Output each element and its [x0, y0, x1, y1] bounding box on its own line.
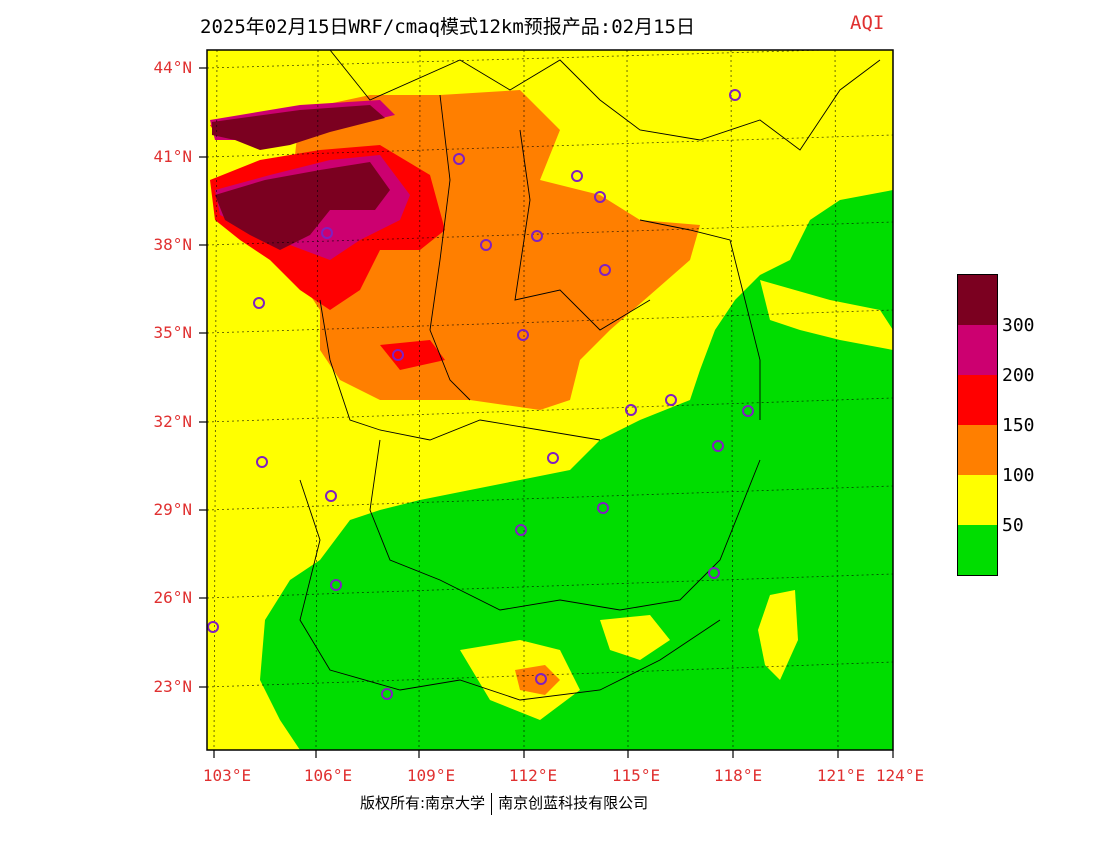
legend-swatch-unhealthy — [958, 375, 997, 425]
lat-label-29: 29°N — [153, 500, 192, 519]
legend-label-300: 300 — [1002, 315, 1035, 336]
lat-label-32: 32°N — [153, 412, 192, 431]
lon-label-124: 124°E — [875, 766, 925, 785]
lat-label-26: 26°N — [153, 588, 192, 607]
lat-label-23: 23°N — [153, 677, 192, 696]
lon-label-106: 106°E — [303, 766, 353, 785]
legend-swatch-good — [958, 525, 997, 575]
lat-label-44: 44°N — [153, 58, 192, 77]
legend-swatch-sensitive — [958, 425, 997, 475]
copyright: 版权所有:南京大学 南京创蓝科技有限公司 — [360, 792, 648, 815]
lat-label-38: 38°N — [153, 235, 192, 254]
legend-label-100: 100 — [1002, 465, 1035, 486]
station-markers — [207, 89, 754, 700]
lat-label-41: 41°N — [153, 147, 192, 166]
copyright-left: 版权所有:南京大学 — [360, 794, 486, 812]
copyright-separator — [491, 792, 493, 815]
lat-label-35: 35°N — [153, 323, 192, 342]
legend-label-150: 150 — [1002, 415, 1035, 436]
lon-label-112: 112°E — [508, 766, 558, 785]
legend-swatch-very-unhealthy — [958, 325, 997, 375]
aqi-legend — [957, 274, 998, 576]
map-title: 2025年02月15日WRF/cmaq模式12km预报产品:02月15日 — [200, 16, 695, 38]
legend-label-200: 200 — [1002, 365, 1035, 386]
aqi-band-hazardous — [215, 162, 390, 250]
legend-swatch-hazardous — [958, 275, 997, 325]
lon-label-115: 115°E — [611, 766, 661, 785]
lon-label-103: 103°E — [202, 766, 252, 785]
legend-swatch-moderate — [958, 475, 997, 525]
legend-label-50: 50 — [1002, 515, 1024, 536]
lon-label-109: 109°E — [406, 766, 456, 785]
copyright-right: 南京创蓝科技有限公司 — [498, 794, 649, 812]
lon-label-118: 118°E — [713, 766, 763, 785]
map-frame — [206, 49, 894, 751]
lon-label-121: 121°E — [816, 766, 866, 785]
aqi-title: AQI — [850, 12, 885, 34]
